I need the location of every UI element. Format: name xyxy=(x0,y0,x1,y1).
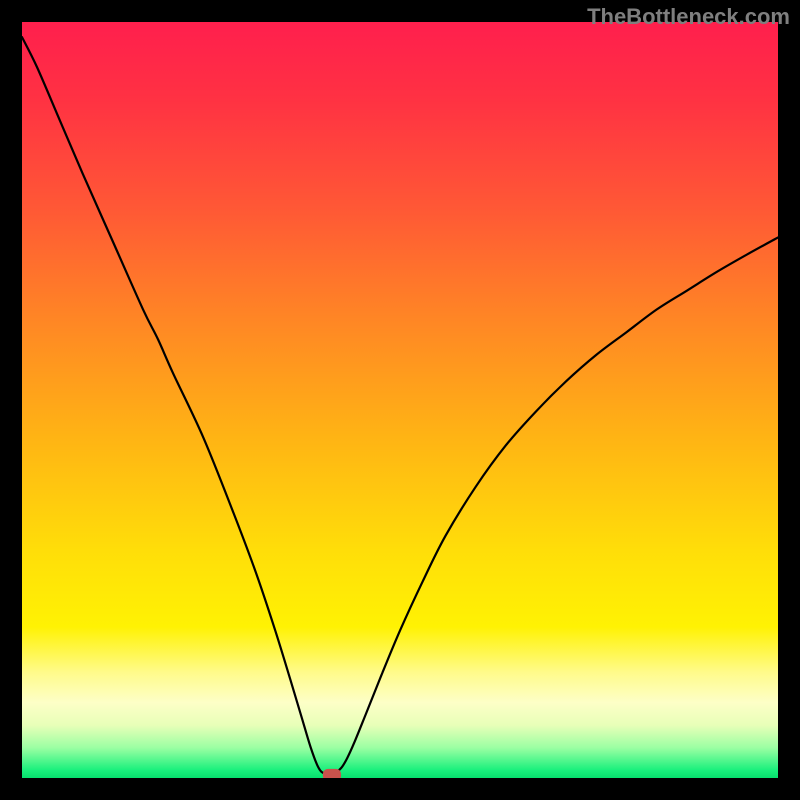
gradient-background xyxy=(22,22,778,778)
bottleneck-chart xyxy=(22,22,778,778)
watermark-text: TheBottleneck.com xyxy=(587,4,790,30)
plot-area xyxy=(22,22,778,778)
chart-frame xyxy=(0,0,800,800)
optimal-point-marker xyxy=(323,769,341,778)
